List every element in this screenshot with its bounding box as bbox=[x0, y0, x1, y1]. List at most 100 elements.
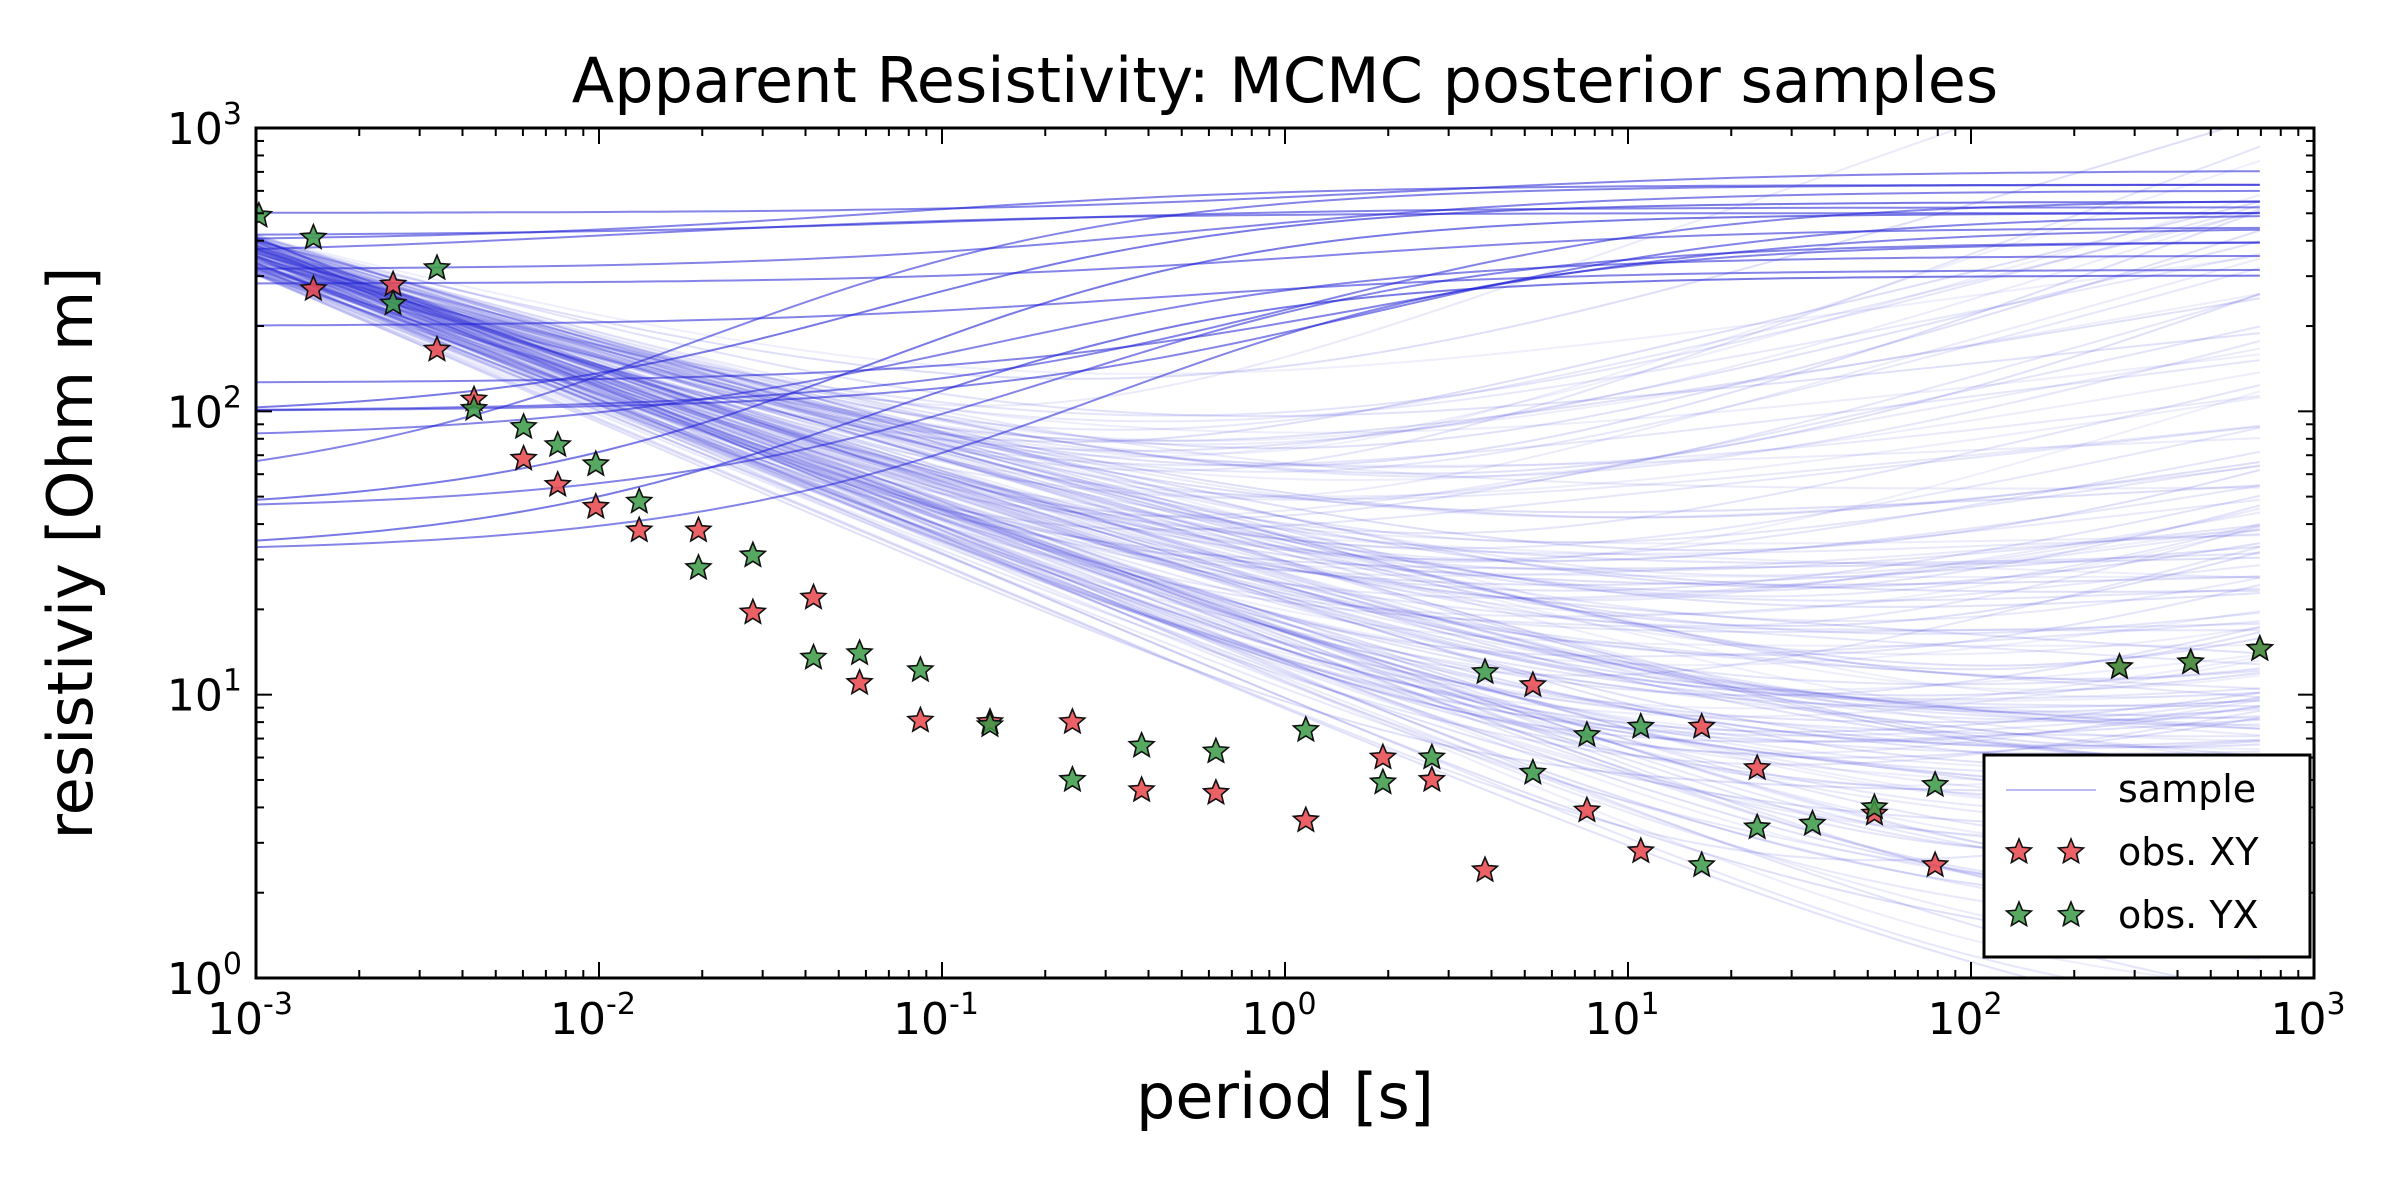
sample-curve-102 bbox=[256, 256, 2261, 592]
obs-xy-point bbox=[1368, 742, 1398, 770]
sample-curve-83 bbox=[256, 273, 2260, 912]
obs-yx-point bbox=[2245, 633, 2275, 662]
sample-curve-25 bbox=[256, 261, 2260, 743]
x-tick-label: 10-1 bbox=[893, 987, 979, 1045]
obs-yx-point bbox=[459, 393, 489, 422]
sample-curve-35 bbox=[256, 262, 2260, 570]
obs-xy-point bbox=[1572, 795, 1602, 823]
obs-yx-point bbox=[845, 638, 874, 666]
sample-curve-147 bbox=[256, 250, 2260, 666]
sample-curve-19 bbox=[256, 261, 2261, 552]
sample-curve-132 bbox=[256, 264, 2260, 517]
sample-curve-62 bbox=[256, 233, 2260, 423]
sample-curve-71 bbox=[256, 255, 2260, 713]
sample-curve-115 bbox=[256, 240, 2260, 900]
sample-curve-85 bbox=[256, 210, 2261, 431]
x-tick-label: 103 bbox=[2270, 987, 2345, 1045]
obs-yx-point bbox=[1572, 720, 1602, 748]
sample-curve-42 bbox=[256, 240, 2260, 656]
sample-curve-10 bbox=[256, 269, 2260, 720]
sample-curve-63 bbox=[256, 204, 2261, 417]
sample-curve-123 bbox=[256, 128, 1963, 407]
sample-curve-78 bbox=[256, 237, 2260, 819]
sample-curve-61 bbox=[256, 262, 2260, 434]
sample-curve-13 bbox=[256, 262, 2261, 677]
sample-curve-129 bbox=[256, 273, 2260, 751]
sample-curve-134 bbox=[256, 238, 2260, 602]
sample-curve-6 bbox=[256, 255, 2260, 958]
sample-curve-5 bbox=[256, 266, 2260, 632]
sample-curve-47 bbox=[256, 249, 2260, 690]
sample-curve-165 bbox=[256, 251, 2260, 737]
x-axis-label: period [s] bbox=[1136, 1060, 1434, 1133]
sample-curve-112 bbox=[256, 262, 2260, 855]
legend-obs-xy-star bbox=[2004, 836, 2034, 865]
sample-curve-157 bbox=[256, 248, 2260, 700]
sample-curve-27 bbox=[256, 269, 2260, 622]
sample-curve-56 bbox=[256, 268, 2260, 726]
sample-curve-127 bbox=[256, 263, 2260, 545]
obs-yx-point bbox=[1417, 742, 1447, 770]
sample-curve-rising-0 bbox=[256, 274, 2260, 542]
sample-curve-34 bbox=[256, 261, 2260, 812]
obs-xy-point bbox=[906, 705, 935, 733]
sample-curve-163 bbox=[256, 240, 2260, 812]
sample-curve-107 bbox=[256, 272, 2260, 862]
sample-curve-159 bbox=[256, 247, 2260, 686]
sample-curve-94 bbox=[256, 264, 2260, 600]
sample-curve-12 bbox=[256, 244, 2260, 467]
obs-yx-point bbox=[2105, 652, 2134, 680]
sample-curve-flat-9 bbox=[256, 241, 2260, 506]
sample-curve-9 bbox=[256, 258, 2261, 564]
y-tick-label: 100 bbox=[167, 947, 242, 1005]
sample-curve-139 bbox=[256, 265, 2260, 762]
legend-box bbox=[1982, 753, 2312, 959]
y-tick-label: 101 bbox=[167, 664, 242, 722]
obs-xy-point bbox=[581, 491, 611, 520]
sample-curve-14 bbox=[256, 245, 2260, 501]
sample-curve-82 bbox=[256, 255, 2261, 616]
sample-curve-37 bbox=[256, 236, 2261, 598]
sample-curve-28 bbox=[256, 255, 2260, 749]
sample-curve-flat-3 bbox=[256, 226, 2260, 285]
sample-curve-flat-5 bbox=[256, 200, 2260, 411]
sample-curve-20 bbox=[256, 240, 2260, 699]
sample-curve-106 bbox=[256, 253, 2260, 544]
obs-xy-point bbox=[1127, 775, 1156, 803]
sample-curve-39 bbox=[256, 270, 2260, 854]
x-tick-label: 101 bbox=[1584, 987, 1659, 1045]
sample-curve-48 bbox=[256, 240, 2261, 452]
sample-curve-103 bbox=[256, 267, 2260, 846]
sample-curve-156 bbox=[256, 240, 2260, 498]
sample-curve-124 bbox=[256, 235, 2260, 375]
sample-curve-74 bbox=[256, 194, 2261, 458]
sample-curve-152 bbox=[256, 263, 2260, 889]
legend-obs-yx-star bbox=[2004, 899, 2034, 928]
obs-yx-point bbox=[1201, 736, 1231, 764]
obs-yx-point bbox=[1742, 812, 1772, 840]
y-tick-label: 102 bbox=[167, 380, 242, 438]
sample-curve-110 bbox=[256, 244, 2260, 733]
sample-curve-38 bbox=[256, 237, 2260, 561]
sample-curve-flat-8 bbox=[256, 183, 2260, 463]
sample-curve-111 bbox=[256, 259, 2260, 772]
sample-curve-162 bbox=[256, 255, 2260, 531]
obs-yx-point bbox=[906, 655, 935, 683]
sample-curve-130 bbox=[256, 266, 2260, 821]
sample-curve-160 bbox=[256, 248, 2260, 589]
sample-curve-91 bbox=[256, 229, 2261, 450]
obs-xy-point bbox=[299, 273, 328, 302]
sample-curve-100 bbox=[256, 246, 2260, 730]
sample-curve-81 bbox=[256, 266, 2260, 578]
sample-curve-144 bbox=[256, 128, 2230, 380]
sample-curve-138 bbox=[256, 251, 2261, 535]
sample-curve-117 bbox=[256, 272, 2260, 724]
sample-curve-77 bbox=[256, 258, 2260, 635]
obs-xy-point bbox=[422, 334, 452, 362]
obs-yx-point bbox=[543, 430, 573, 458]
sample-curve-101 bbox=[256, 243, 2260, 586]
sample-curve-168 bbox=[256, 256, 2260, 755]
sample-curve-142 bbox=[256, 244, 2260, 768]
sample-curve-67 bbox=[256, 265, 2260, 667]
sample-curve-120 bbox=[256, 247, 2260, 708]
